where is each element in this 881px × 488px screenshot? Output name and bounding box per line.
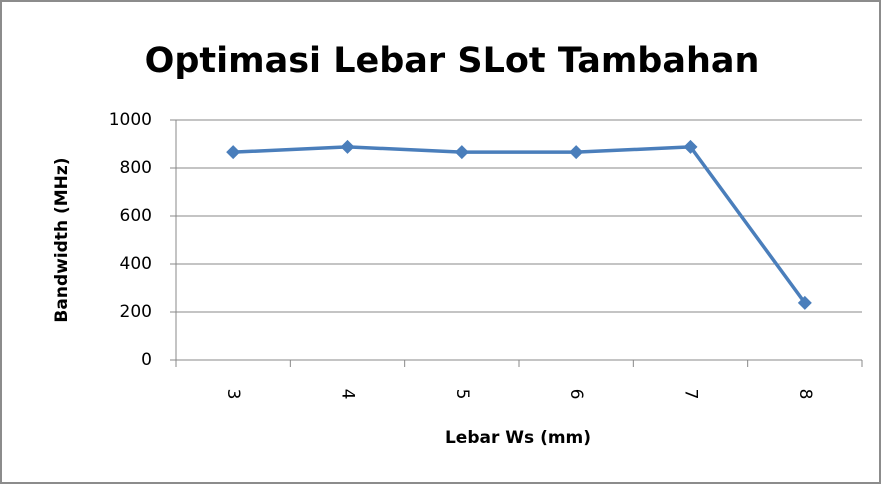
y-tick-label: 600 — [120, 206, 152, 226]
x-tick-label: 7 — [681, 389, 701, 400]
y-tick-label: 1000 — [109, 110, 152, 130]
x-tick-label: 4 — [338, 389, 358, 400]
marker — [797, 295, 812, 310]
x-axis-label: Lebar Ws (mm) — [445, 428, 591, 448]
marker — [454, 145, 469, 160]
x-tick-label: 3 — [223, 389, 243, 400]
y-tick-label: 400 — [120, 254, 152, 274]
x-tick-label: 8 — [795, 389, 815, 400]
x-tick-label: 5 — [452, 389, 472, 400]
x-tick-label: 6 — [566, 389, 586, 400]
y-tick-label: 200 — [120, 302, 152, 322]
marker — [340, 139, 355, 154]
marker — [226, 145, 241, 160]
chart-title: Optimasi Lebar SLot Tambahan — [145, 41, 760, 81]
y-tick-label: 800 — [120, 158, 152, 178]
marker — [683, 139, 698, 154]
marker — [569, 145, 584, 160]
line — [233, 145, 807, 304]
y-axis-label: Bandwidth (MHz) — [52, 157, 72, 322]
y-tick-label: 0 — [141, 350, 152, 370]
